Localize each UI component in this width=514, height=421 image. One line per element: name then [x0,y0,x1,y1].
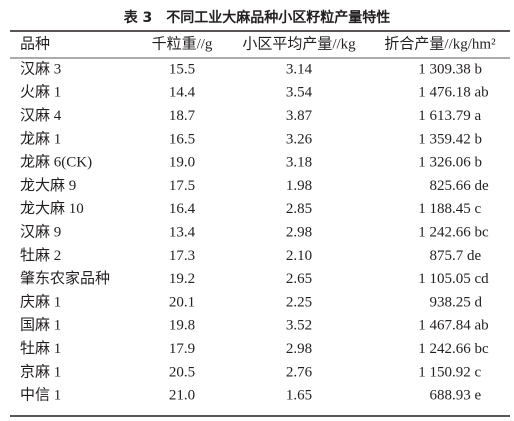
variety-cell: 牡麻 1 [20,340,61,357]
converted-yield-cell: 1 242.66 bc [418,341,489,357]
converted-yield-cell: 1 359.42 b [418,131,482,147]
column-header: 千粒重//g [152,35,213,52]
column-header: 小区平均产量//kg [242,35,356,52]
plot-yield-cell: 1.98 [286,178,312,194]
variety-cell: 龙大麻 10 [20,200,84,217]
converted-yield-cell: 875.7 de [430,248,482,264]
plot-yield-cell: 3.18 [286,155,312,171]
converted-yield-cell: 1 242.66 bc [418,225,489,241]
variety-cell: 中信 1 [20,387,61,404]
weight-cell: 13.4 [169,225,196,241]
variety-cell: 京麻 1 [20,363,61,380]
converted-yield-cell: 1 188.45 c [418,201,481,217]
weight-cell: 16.5 [169,131,195,147]
weight-cell: 18.7 [169,108,196,124]
variety-cell: 火麻 1 [20,84,61,101]
weight-cell: 19.8 [169,318,195,334]
variety-cell: 国麻 1 [20,317,61,334]
converted-yield-cell: 1 476.18 ab [418,85,488,101]
converted-yield-cell: 938.25 d [430,294,483,310]
weight-cell: 16.4 [169,201,196,217]
weight-cell: 20.1 [169,294,195,310]
weight-cell: 17.3 [169,248,195,264]
converted-yield-cell: 688.93 e [430,388,482,404]
plot-yield-cell: 3.87 [286,108,313,124]
variety-cell: 龙麻 1 [20,130,61,147]
plot-yield-cell: 2.98 [286,225,312,241]
plot-yield-cell: 3.14 [286,61,313,77]
column-header: 折合产量//kg/hm² [384,35,496,52]
weight-cell: 21.0 [169,388,195,404]
weight-cell: 15.5 [169,61,195,77]
variety-cell: 肇东农家品种 [20,270,110,287]
converted-yield-cell: 1 150.92 c [418,364,481,380]
plot-yield-cell: 2.25 [286,294,312,310]
plot-yield-cell: 2.98 [286,341,312,357]
converted-yield-cell: 1 105.05 cd [418,271,489,287]
plot-yield-cell: 2.10 [286,248,312,264]
plot-yield-cell: 2.65 [286,271,312,287]
plot-yield-cell: 2.85 [286,201,312,217]
weight-cell: 17.5 [169,178,195,194]
plot-yield-cell: 3.52 [286,318,312,334]
weight-cell: 14.4 [169,85,196,101]
weight-cell: 17.9 [169,341,195,357]
column-header: 品种 [20,35,50,52]
weight-cell: 20.5 [169,364,195,380]
variety-cell: 汉麻 4 [20,107,62,124]
variety-cell: 牡麻 2 [20,247,61,264]
plot-yield-cell: 3.26 [286,131,313,147]
variety-cell: 汉麻 3 [20,60,61,77]
converted-yield-cell: 1 467.84 ab [418,318,488,334]
variety-cell: 庆麻 1 [20,293,61,310]
plot-yield-cell: 2.76 [286,364,313,380]
table-title: 表 3 不同工业大麻品种小区籽粒产量特性 [123,9,391,26]
variety-cell: 汉麻 9 [20,224,61,241]
plot-yield-cell: 1.65 [286,388,312,404]
plot-yield-cell: 3.54 [286,85,313,101]
converted-yield-cell: 1 613.79 a [418,108,481,124]
converted-yield-cell: 1 309.38 b [418,61,482,77]
variety-cell: 龙大麻 9 [20,177,76,194]
variety-cell: 龙麻 6(CK) [20,154,92,171]
weight-cell: 19.2 [169,271,195,287]
weight-cell: 19.0 [169,155,195,171]
converted-yield-cell: 825.66 de [430,178,490,194]
converted-yield-cell: 1 326.06 b [418,155,482,171]
